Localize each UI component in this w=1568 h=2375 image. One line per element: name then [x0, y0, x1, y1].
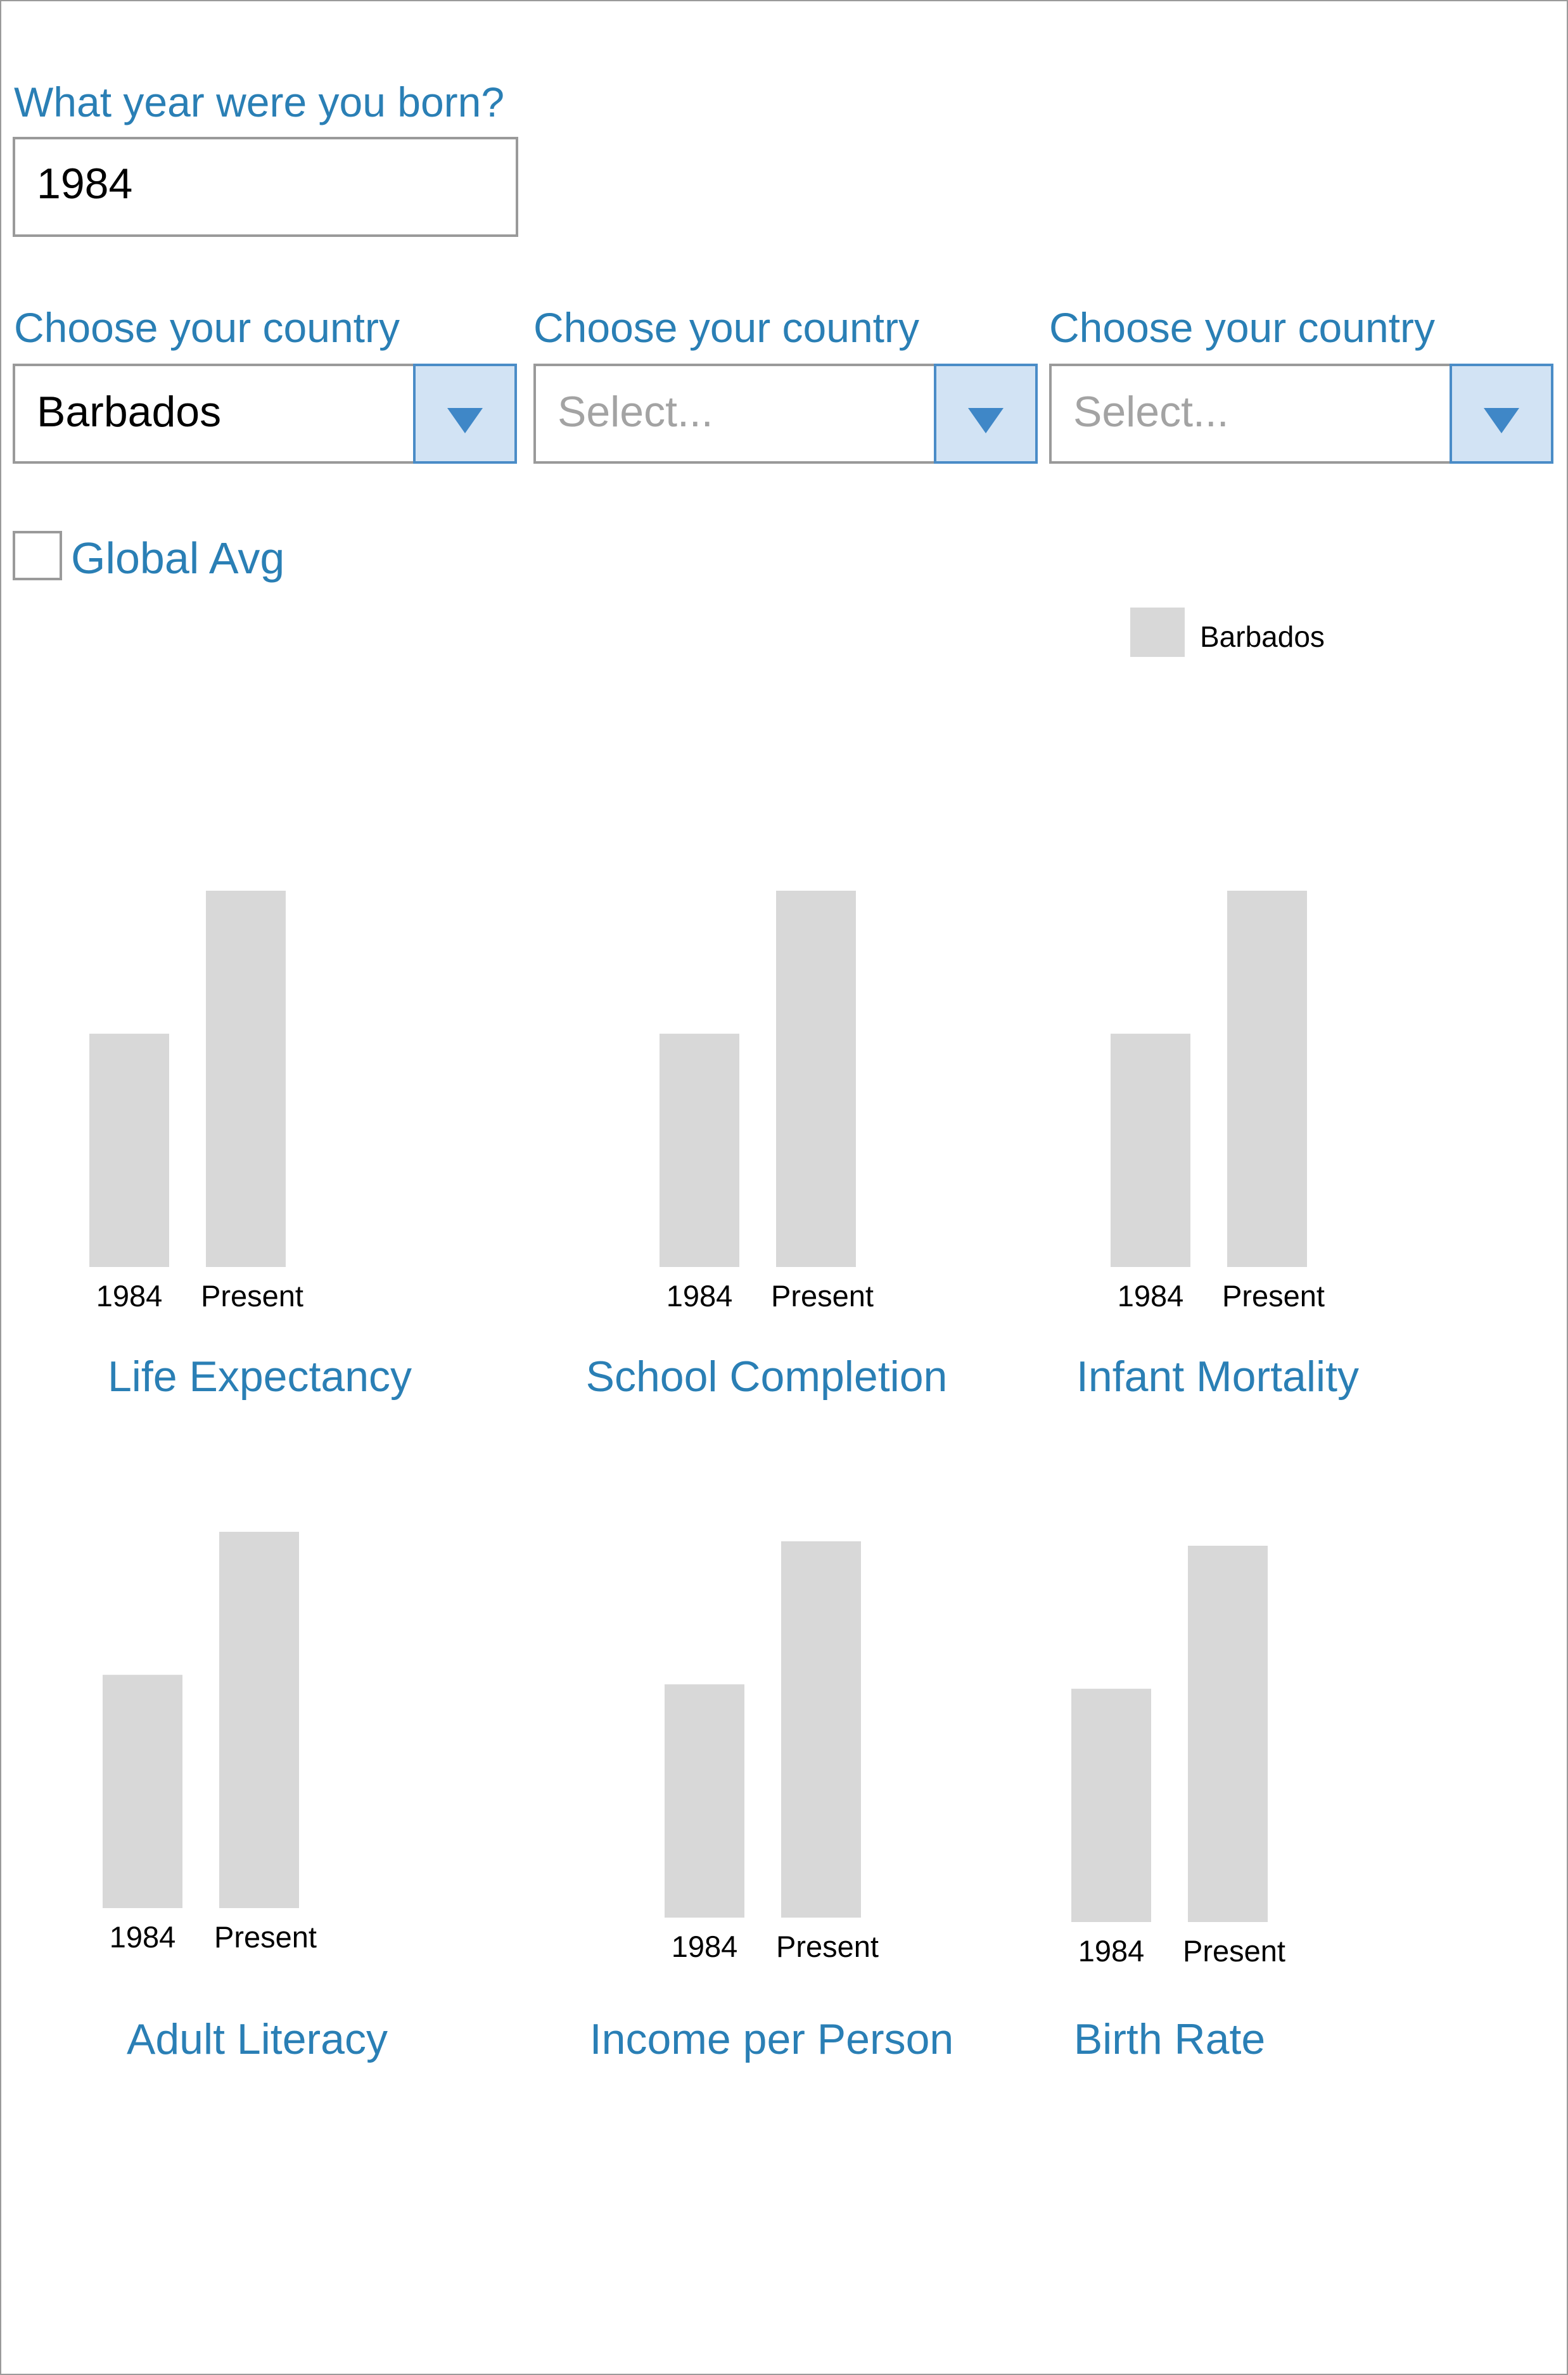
bar-present	[219, 1532, 299, 1908]
tick-label-present: Present	[1183, 1934, 1285, 1968]
tick-label-1984: 1984	[666, 1279, 733, 1313]
chart-school-completion: 1984 Present School Completion	[586, 891, 948, 1401]
bar-present	[1188, 1546, 1268, 1922]
tick-label-present: Present	[214, 1920, 317, 1954]
tick-label-present: Present	[201, 1279, 303, 1313]
bar-1984	[103, 1674, 182, 1908]
chart-title: Adult Literacy	[127, 2015, 388, 2063]
chart-title: Life Expectancy	[108, 1353, 412, 1401]
tick-label-1984: 1984	[96, 1279, 163, 1313]
tick-label-1984: 1984	[110, 1920, 176, 1954]
bar-present	[206, 891, 286, 1267]
chart-income-per-person: 1984 Present Income per Person	[590, 1541, 954, 2063]
chart-birth-rate: 1984 Present Birth Rate	[1071, 1546, 1285, 2063]
country-select-3[interactable]: Select...	[1049, 364, 1553, 464]
bar-present	[776, 891, 856, 1267]
country-select-2-dropdown-button[interactable]	[934, 364, 1038, 464]
country-select-1-value: Barbados	[37, 388, 222, 436]
birth-year-label: What year were you born?	[14, 79, 505, 125]
country-select-1[interactable]: Barbados	[13, 364, 517, 464]
chart-title: Infant Mortality	[1076, 1353, 1359, 1401]
tick-label-1984: 1984	[1118, 1279, 1184, 1313]
chart-infant-mortality: 1984 Present Infant Mortality	[1076, 891, 1359, 1401]
bar-present	[1227, 891, 1307, 1267]
chart-life-expectancy: 1984 Present Life Expectancy	[89, 891, 412, 1401]
birth-year-input[interactable]: 1984	[13, 137, 518, 237]
legend-swatch-barbados	[1130, 608, 1185, 657]
chart-adult-literacy: 1984 Present Adult Literacy	[103, 1532, 388, 2063]
country-label-1: Choose your country	[14, 304, 400, 351]
chart-title: School Completion	[586, 1353, 948, 1401]
bar-1984	[660, 1033, 739, 1267]
country-label-3: Choose your country	[1049, 304, 1435, 351]
bar-1984	[665, 1684, 744, 1918]
country-select-1-dropdown-button[interactable]	[413, 364, 517, 464]
bar-1984	[1071, 1688, 1151, 1922]
chevron-down-icon	[968, 408, 1004, 433]
country-select-2[interactable]: Select...	[533, 364, 1038, 464]
bar-1984	[1111, 1033, 1190, 1267]
tick-label-present: Present	[771, 1279, 874, 1313]
bar-present	[781, 1541, 861, 1918]
country-select-3-placeholder: Select...	[1073, 388, 1229, 436]
bar-1984	[89, 1033, 169, 1267]
chevron-down-icon	[1484, 408, 1519, 433]
chevron-down-icon	[447, 408, 483, 433]
global-avg-checkbox[interactable]	[13, 531, 62, 580]
country-label-2: Choose your country	[533, 304, 919, 351]
tick-label-present: Present	[1222, 1279, 1325, 1313]
legend-label-barbados: Barbados	[1200, 620, 1325, 653]
tick-label-present: Present	[776, 1930, 879, 1963]
birth-year-value: 1984	[37, 160, 133, 208]
country-select-3-dropdown-button[interactable]	[1450, 364, 1553, 464]
tick-label-1984: 1984	[1078, 1934, 1145, 1968]
country-select-2-placeholder: Select...	[558, 388, 713, 436]
tick-label-1984: 1984	[672, 1930, 738, 1963]
chart-title: Income per Person	[590, 2015, 954, 2063]
chart-title: Birth Rate	[1074, 2015, 1265, 2063]
global-avg-label[interactable]: Global Avg	[71, 533, 285, 583]
